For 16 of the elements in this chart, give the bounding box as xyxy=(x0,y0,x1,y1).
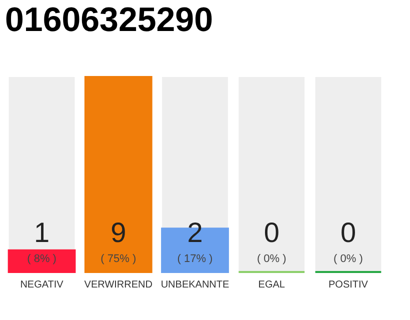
annotation: ( 8% ) xyxy=(27,253,56,265)
x-tick-label: UNBEKANNTE xyxy=(160,280,230,290)
annotation: ( 17% ) xyxy=(177,253,213,265)
annotation: ( 0% ) xyxy=(334,253,363,265)
bar xyxy=(8,249,76,273)
x-tick-label: VERWIRREND xyxy=(84,280,152,290)
annotation: ( 0% ) xyxy=(256,253,286,265)
data-label: 1 xyxy=(34,217,50,248)
data-label: 9 xyxy=(110,217,126,248)
annotation: ( 75% ) xyxy=(100,253,136,265)
x-tick-label: NEGATIV xyxy=(20,280,64,290)
x-tick-label: EGAL xyxy=(258,280,286,290)
data-label: 0 xyxy=(340,217,356,248)
data-label: 0 xyxy=(264,217,280,248)
chart-title: 01606325290 xyxy=(5,1,214,39)
x-tick-label: POSITIV xyxy=(328,280,368,290)
